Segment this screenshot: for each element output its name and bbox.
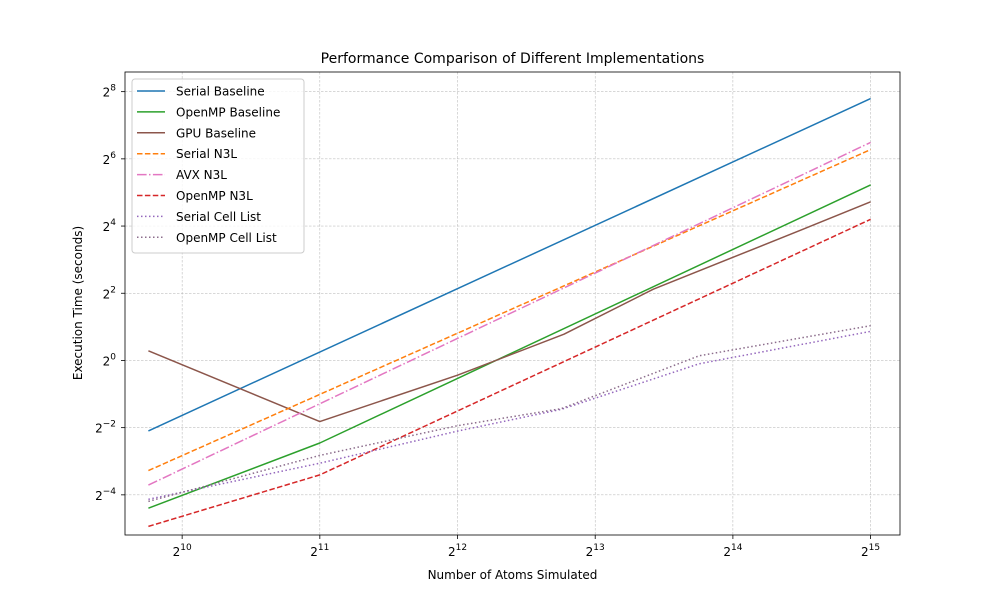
y-tick-label-base: 2 <box>103 354 111 368</box>
series-line-openmp-cell-list <box>148 324 871 503</box>
legend-label: Serial Cell List <box>176 210 261 224</box>
legend-label: OpenMP N3L <box>176 189 253 203</box>
y-tick-label-base: 2 <box>95 422 103 436</box>
x-tick-label-base: 2 <box>586 545 594 559</box>
y-tick-label-base: 2 <box>103 153 111 167</box>
x-tick-label: 214 <box>723 543 742 559</box>
y-tick-label: 26 <box>103 151 117 167</box>
y-tick-label-exponent: 4 <box>110 218 116 228</box>
y-tick-label-exponent: 6 <box>110 151 116 161</box>
x-tick-label-exponent: 14 <box>731 543 743 553</box>
y-tick-label-exponent: −4 <box>103 487 117 497</box>
legend-label: OpenMP Cell List <box>176 231 277 245</box>
y-tick-label-exponent: 8 <box>110 84 116 94</box>
chart-title: Performance Comparison of Different Impl… <box>321 51 705 67</box>
y-tick-label-base: 2 <box>103 220 111 234</box>
x-tick-label-exponent: 12 <box>456 543 467 553</box>
y-tick-label-exponent: 2 <box>110 285 116 295</box>
x-axis-ticks: 210 211 212 213 214 215 <box>173 535 880 559</box>
series-line-serial-n3l <box>148 148 871 472</box>
x-tick-label: 215 <box>861 543 880 559</box>
x-tick-label: 211 <box>310 543 329 559</box>
series-line-openmp-n3l <box>148 218 871 528</box>
x-tick-label-base: 2 <box>861 545 869 559</box>
x-tick-label: 212 <box>448 543 467 559</box>
series-line-serial-cell-list <box>148 330 871 501</box>
plot-frame <box>124 71 901 536</box>
legend-label: AVX N3L <box>176 168 227 182</box>
legend-label: OpenMP Baseline <box>176 105 280 119</box>
legend-label: Serial Baseline <box>176 85 265 99</box>
x-axis-label: Number of Atoms Simulated <box>428 568 598 582</box>
series-line-openmp-baseline <box>148 184 871 509</box>
x-tick-label-exponent: 11 <box>318 543 329 553</box>
x-tick-label-base: 2 <box>723 545 731 559</box>
y-tick-label: 28 <box>103 84 117 100</box>
y-tick-label-base: 2 <box>103 86 111 100</box>
legend-box <box>131 78 305 254</box>
y-tick-label: 2−4 <box>95 487 116 503</box>
series-line-gpu-baseline <box>148 201 871 423</box>
y-tick-label-exponent: 0 <box>110 352 116 362</box>
series-lines <box>148 97 871 528</box>
series-line-avx-n3l <box>148 141 871 486</box>
legend: Serial Baseline OpenMP Baseline GPU Baseli… <box>131 78 305 254</box>
y-tick-label: 20 <box>103 352 117 368</box>
x-tick-label-exponent: 10 <box>180 543 192 553</box>
legend-label: Serial N3L <box>176 147 237 161</box>
legend-label: GPU Baseline <box>176 126 256 140</box>
x-tick-label: 210 <box>173 543 192 559</box>
y-tick-label-base: 2 <box>103 287 111 301</box>
y-tick-label: 22 <box>103 285 116 301</box>
x-tick-label-base: 2 <box>173 545 181 559</box>
y-tick-label: 2−2 <box>95 420 116 436</box>
x-tick-label-exponent: 15 <box>869 543 880 553</box>
y-axis-label: Execution Time (seconds) <box>71 226 85 380</box>
x-tick-label-base: 2 <box>310 545 318 559</box>
y-tick-label: 24 <box>103 218 117 234</box>
x-tick-label-base: 2 <box>448 545 456 559</box>
x-tick-label: 213 <box>586 543 605 559</box>
x-tick-label-exponent: 13 <box>593 543 604 553</box>
y-tick-label-base: 2 <box>95 489 103 503</box>
y-tick-label-exponent: −2 <box>103 420 116 430</box>
series-line-serial-baseline <box>148 97 871 432</box>
